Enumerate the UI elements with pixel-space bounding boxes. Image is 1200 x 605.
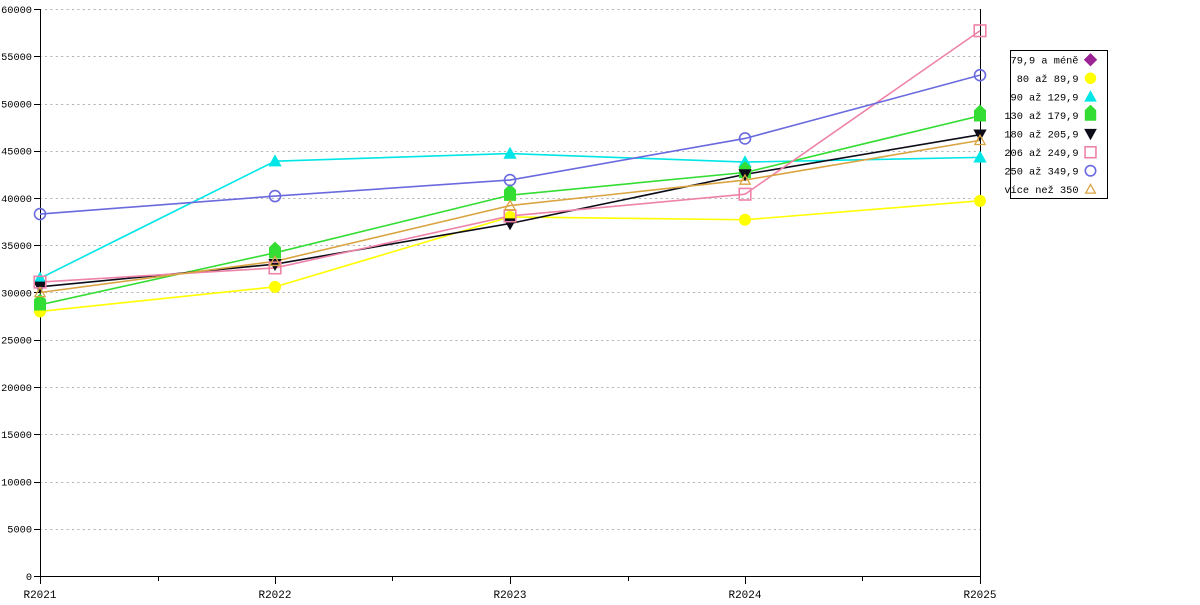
svg-text:206 až 249,9: 206 až 249,9 <box>1004 148 1078 160</box>
svg-text:5000: 5000 <box>7 525 32 537</box>
svg-text:R2025: R2025 <box>963 590 996 600</box>
svg-text:40000: 40000 <box>1 194 32 206</box>
svg-text:80 až 89,9: 80 až 89,9 <box>1017 74 1079 86</box>
svg-text:79,9 a méně: 79,9 a méně <box>1011 55 1079 67</box>
svg-text:90 až 129,9: 90 až 129,9 <box>1011 92 1079 104</box>
svg-text:15000: 15000 <box>1 430 32 442</box>
svg-text:250 až 349,9: 250 až 349,9 <box>1004 166 1078 178</box>
svg-text:10000: 10000 <box>1 477 32 489</box>
svg-text:20000: 20000 <box>1 383 32 395</box>
svg-text:55000: 55000 <box>1 52 32 64</box>
svg-text:130 až 179,9: 130 až 179,9 <box>1004 111 1078 123</box>
svg-text:60000: 60000 <box>1 5 32 17</box>
svg-text:35000: 35000 <box>1 241 32 253</box>
svg-text:180 až 205,9: 180 až 205,9 <box>1004 129 1078 141</box>
svg-text:více než 350: více než 350 <box>1004 185 1078 197</box>
svg-text:45000: 45000 <box>1 147 32 159</box>
svg-text:25000: 25000 <box>1 336 32 348</box>
svg-text:R2024: R2024 <box>728 590 761 600</box>
svg-text:R2021: R2021 <box>23 590 56 600</box>
svg-text:0: 0 <box>26 572 32 584</box>
svg-text:50000: 50000 <box>1 99 32 111</box>
svg-text:R2022: R2022 <box>258 590 291 600</box>
svg-text:30000: 30000 <box>1 288 32 300</box>
svg-text:R2023: R2023 <box>493 590 526 600</box>
